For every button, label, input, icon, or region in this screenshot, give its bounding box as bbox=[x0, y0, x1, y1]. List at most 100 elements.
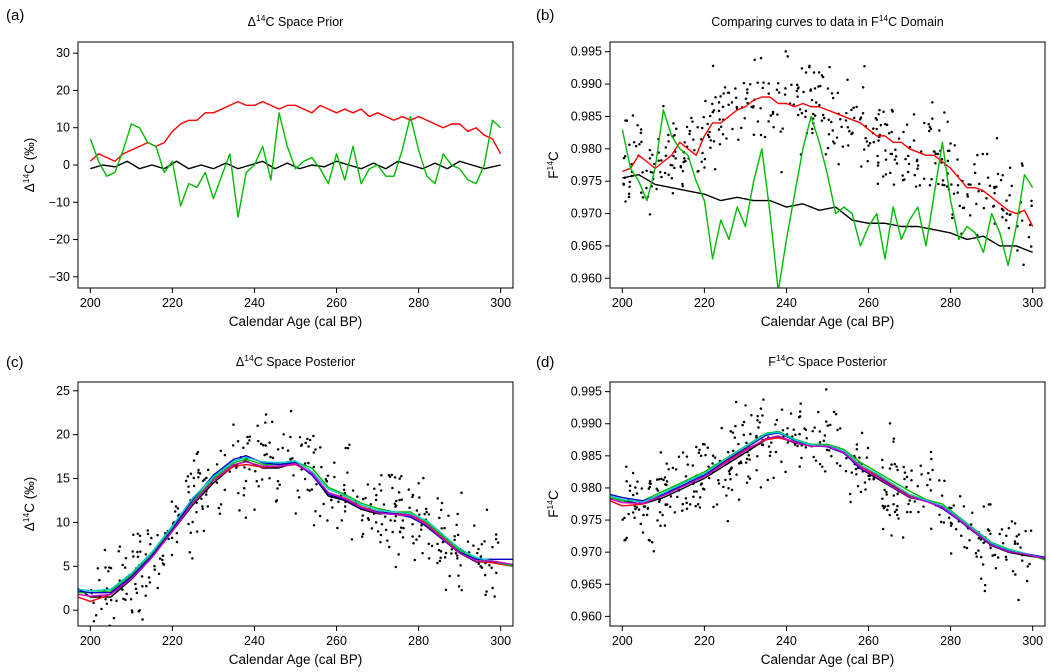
data-point bbox=[820, 74, 824, 77]
data-point bbox=[713, 456, 717, 459]
series-line-0 bbox=[610, 435, 1045, 560]
data-point bbox=[131, 611, 134, 614]
data-point bbox=[706, 122, 709, 126]
data-point bbox=[112, 616, 116, 620]
y-tick-label: 30 bbox=[56, 46, 70, 60]
data-point bbox=[622, 156, 626, 160]
data-point bbox=[418, 496, 421, 499]
panel-title-sup: 14 bbox=[776, 353, 786, 363]
data-point bbox=[297, 496, 301, 499]
data-point bbox=[394, 505, 397, 508]
data-point bbox=[890, 534, 893, 537]
data-point bbox=[877, 161, 880, 164]
series-line-1 bbox=[78, 463, 513, 603]
data-point bbox=[866, 159, 869, 163]
data-point bbox=[748, 83, 752, 86]
data-point bbox=[483, 540, 486, 543]
data-point bbox=[146, 532, 150, 536]
data-point bbox=[965, 546, 969, 550]
data-point bbox=[982, 541, 985, 545]
data-point bbox=[146, 529, 149, 532]
series-line-5 bbox=[610, 435, 1045, 560]
data-point bbox=[759, 486, 763, 489]
data-point bbox=[854, 467, 858, 471]
data-point bbox=[734, 400, 738, 404]
panel-b: (b) Comparing curves to data in F14C Doma… bbox=[536, 7, 1046, 329]
data-point bbox=[664, 154, 668, 158]
y-axis-label-post: C (‰) bbox=[22, 477, 37, 513]
data-point bbox=[1020, 559, 1024, 562]
data-point bbox=[649, 170, 653, 174]
data-point bbox=[750, 105, 753, 109]
y-tick-label: 0.995 bbox=[571, 385, 602, 399]
y-tick-label: 0.995 bbox=[571, 45, 602, 59]
data-point bbox=[484, 593, 487, 597]
data-point bbox=[949, 552, 953, 555]
data-point bbox=[881, 497, 884, 501]
data-point bbox=[456, 554, 459, 557]
data-point bbox=[147, 576, 151, 579]
data-point bbox=[675, 127, 678, 131]
data-point bbox=[824, 153, 828, 156]
data-point bbox=[876, 154, 879, 158]
data-point bbox=[176, 507, 180, 510]
data-point bbox=[483, 573, 487, 577]
data-point bbox=[668, 505, 672, 509]
data-point bbox=[827, 449, 831, 452]
data-point bbox=[890, 152, 894, 156]
data-point bbox=[1027, 235, 1031, 239]
data-point bbox=[246, 442, 249, 445]
data-point bbox=[982, 206, 986, 210]
data-point bbox=[1030, 199, 1033, 203]
data-point bbox=[962, 206, 966, 210]
data-point bbox=[828, 423, 832, 427]
data-point bbox=[698, 448, 701, 452]
data-point bbox=[659, 451, 663, 454]
data-point bbox=[927, 129, 931, 133]
data-point bbox=[343, 505, 347, 508]
data-point bbox=[262, 443, 265, 447]
data-point bbox=[905, 475, 909, 479]
data-point bbox=[698, 496, 702, 499]
data-point bbox=[383, 515, 387, 518]
data-point bbox=[756, 81, 759, 84]
y-axis-label-post: C bbox=[546, 151, 561, 161]
series-line-2 bbox=[78, 458, 513, 594]
data-point bbox=[792, 428, 795, 431]
data-point bbox=[438, 516, 441, 520]
data-point bbox=[926, 483, 929, 487]
data-point bbox=[840, 125, 843, 129]
data-point bbox=[415, 509, 419, 512]
data-point bbox=[246, 435, 249, 439]
data-point bbox=[812, 71, 816, 74]
data-point bbox=[683, 157, 686, 160]
data-point bbox=[639, 191, 643, 194]
data-point bbox=[981, 152, 985, 156]
data-point bbox=[950, 216, 954, 220]
data-point bbox=[726, 91, 730, 94]
data-point bbox=[215, 481, 219, 484]
data-point bbox=[917, 510, 920, 514]
data-point bbox=[901, 536, 905, 539]
data-point bbox=[294, 512, 297, 515]
data-point bbox=[881, 466, 884, 469]
data-point bbox=[636, 480, 639, 483]
data-point bbox=[656, 489, 660, 492]
x-tick-label: 220 bbox=[162, 634, 183, 648]
data-point bbox=[704, 99, 707, 103]
data-point bbox=[759, 407, 763, 410]
data-point bbox=[709, 146, 712, 149]
data-point bbox=[768, 454, 772, 458]
data-point bbox=[308, 438, 312, 442]
data-point bbox=[994, 566, 998, 570]
data-point bbox=[713, 168, 717, 171]
x-tick-label: 240 bbox=[244, 296, 265, 310]
data-point bbox=[940, 494, 944, 497]
series-line-0 bbox=[90, 160, 501, 170]
data-point bbox=[289, 435, 292, 439]
data-point bbox=[804, 71, 808, 74]
data-point bbox=[712, 140, 716, 143]
data-point bbox=[170, 500, 174, 503]
data-point bbox=[106, 626, 109, 629]
panel-title-post: C Space Posterior bbox=[785, 355, 886, 369]
